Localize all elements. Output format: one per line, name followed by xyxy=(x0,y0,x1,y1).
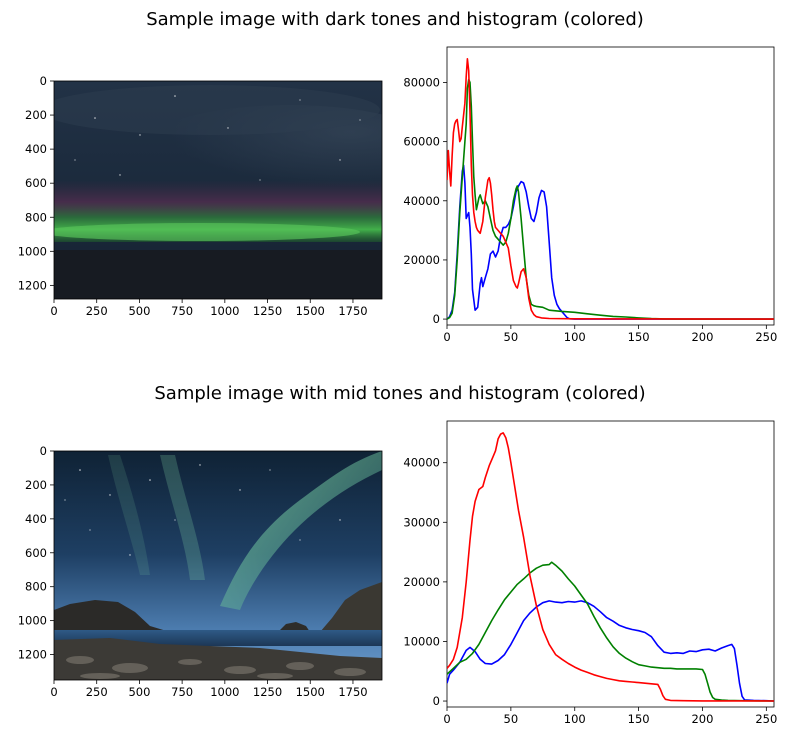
mid-image-ytick-label: 200 xyxy=(25,478,47,492)
mid-histogram-red-line xyxy=(447,432,774,702)
dark-histogram-xtick-label: 200 xyxy=(691,330,713,344)
dark-histogram-red-line xyxy=(447,58,774,320)
mid-image-xtick-label: 500 xyxy=(128,685,150,699)
mid-histogram: 0 50 100 150 200 250 0 10000 20000 30000 40000 xyxy=(403,420,777,726)
mid-histogram-xtick-label: 0 xyxy=(443,712,450,726)
dark-image-ytick-label: 400 xyxy=(25,142,47,156)
dark-image-frame xyxy=(53,80,383,300)
mid-image-frame xyxy=(53,450,383,681)
mid-histogram-blue-line xyxy=(447,600,774,702)
dark-image-xtick-label: 750 xyxy=(171,304,193,318)
mid-histogram-ytick-label: 10000 xyxy=(403,634,440,648)
dark-image-xtick-label: 0 xyxy=(50,304,57,318)
dark-image-xtick-label: 1250 xyxy=(253,304,282,318)
dark-histogram-green-line xyxy=(447,78,774,320)
mid-image-xtick-label: 1250 xyxy=(253,685,282,699)
mid-image-xtick-label: 0 xyxy=(50,685,57,699)
dark-histogram-xtick-label: 100 xyxy=(564,330,586,344)
mid-histogram-ytick-label: 30000 xyxy=(403,515,440,529)
dark-image-xtick-label: 1750 xyxy=(338,304,367,318)
mid-image-ytick-label: 1200 xyxy=(18,648,47,662)
dark-image-axes: 0 250 500 750 1000 1250 1500 1750 0 200 400 600 800 1… xyxy=(18,74,368,318)
mid-histogram-xtick-label: 200 xyxy=(691,712,713,726)
dark-image-xtick-label: 250 xyxy=(86,304,108,318)
dark-histogram-ytick-label: 40000 xyxy=(403,194,440,208)
title-mid: Sample image with mid tones and histogra… xyxy=(154,383,645,404)
dark-histogram-ytick-label: 60000 xyxy=(403,135,440,149)
mid-image-ytick-label: 600 xyxy=(25,546,47,560)
dark-histogram-ytick-label: 0 xyxy=(433,312,440,326)
dark-image-ytick-label: 0 xyxy=(40,74,47,88)
dark-histogram-ytick-label: 80000 xyxy=(403,75,440,89)
dark-image-ytick-label: 200 xyxy=(25,108,47,122)
mid-image-xtick-label: 1000 xyxy=(210,685,239,699)
mid-histogram-xtick-label: 250 xyxy=(755,712,777,726)
title-dark: Sample image with dark tones and histogr… xyxy=(146,9,644,30)
dark-image-xtick-label: 1500 xyxy=(296,304,325,318)
mid-image-ytick-label: 1000 xyxy=(18,614,47,628)
mid-aurora-image xyxy=(54,451,382,680)
mid-histogram-green-line xyxy=(447,561,774,702)
dark-histogram-frame xyxy=(446,46,775,326)
mid-histogram-ytick-label: 20000 xyxy=(403,575,440,589)
mid-image-xtick-label: 750 xyxy=(171,685,193,699)
dark-image-ytick-label: 1000 xyxy=(18,244,47,258)
dark-image-ytick-label: 600 xyxy=(25,176,47,190)
mid-image-ytick-label: 800 xyxy=(25,580,47,594)
mid-image-xtick-label: 1500 xyxy=(296,685,325,699)
dark-image-ytick-label: 1200 xyxy=(18,278,47,292)
dark-histogram-ytick-label: 20000 xyxy=(403,253,440,267)
mid-histogram-frame xyxy=(446,420,775,708)
dark-histogram-blue-line xyxy=(447,164,774,320)
dark-image-ytick-label: 800 xyxy=(25,210,47,224)
mid-image-ytick-label: 0 xyxy=(40,444,47,458)
dark-image-xtick-label: 500 xyxy=(128,304,150,318)
dark-aurora-image xyxy=(54,81,382,299)
mid-histogram-ytick-label: 0 xyxy=(433,694,440,708)
dark-histogram-xtick-label: 0 xyxy=(443,330,450,344)
dark-histogram-xtick-label: 50 xyxy=(504,330,519,344)
mid-histogram-xtick-label: 150 xyxy=(628,712,650,726)
dark-histogram: 0 50 100 150 200 250 0 20000 40000 60000 80000 xyxy=(403,46,777,344)
mid-image-xtick-label: 1750 xyxy=(338,685,367,699)
dark-histogram-xtick-label: 250 xyxy=(755,330,777,344)
mid-image-xtick-label: 250 xyxy=(86,685,108,699)
mid-image-axes: 0 250 500 750 1000 1250 1500 1750 0 200 400 600 800 1… xyxy=(18,444,368,699)
mid-histogram-xtick-label: 100 xyxy=(564,712,586,726)
mid-image-ytick-label: 400 xyxy=(25,512,47,526)
dark-histogram-xtick-label: 150 xyxy=(628,330,650,344)
mid-histogram-xtick-label: 50 xyxy=(504,712,519,726)
mid-histogram-ytick-label: 40000 xyxy=(403,456,440,470)
dark-image-xtick-label: 1000 xyxy=(210,304,239,318)
